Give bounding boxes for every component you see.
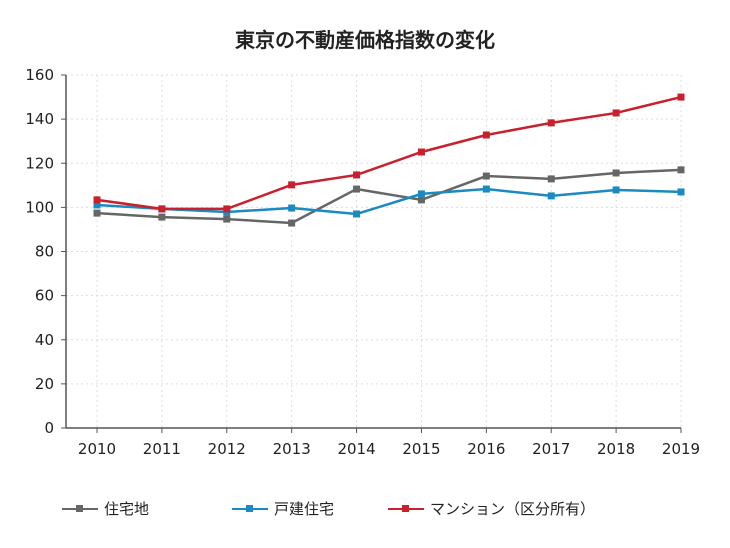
data-point: [547, 175, 555, 183]
x-tick-label: 2011: [143, 440, 181, 458]
data-point: [417, 148, 425, 156]
legend-swatch: [232, 504, 268, 512]
y-tick-label: 0: [44, 419, 54, 437]
legend-label: 住宅地: [104, 500, 150, 518]
legend-swatch: [388, 504, 424, 512]
data-point: [547, 119, 555, 127]
y-tick-label: 40: [35, 331, 54, 349]
x-tick-label: 2012: [208, 440, 246, 458]
x-tick-label: 2010: [78, 440, 116, 458]
series-line-2: [96, 95, 682, 211]
data-point: [288, 181, 296, 189]
y-tick-label: 20: [35, 375, 54, 393]
x-tick-label: 2019: [662, 440, 700, 458]
legend-item-residential-land: 住宅地: [62, 498, 149, 519]
legend-swatch: [62, 504, 98, 512]
data-point: [612, 169, 620, 177]
data-point: [353, 171, 361, 179]
data-point: [482, 131, 490, 139]
data-point: [93, 209, 101, 217]
data-point: [677, 93, 685, 101]
data-point: [223, 205, 231, 213]
legend-item-detached-house: 戸建住宅: [232, 498, 334, 519]
y-tick-label: 120: [25, 154, 54, 172]
series-line-0: [96, 168, 682, 225]
data-point: [93, 201, 101, 209]
data-point: [158, 205, 166, 213]
x-tick-label: 2018: [597, 440, 635, 458]
series-line-1: [96, 187, 682, 216]
data-point: [288, 204, 296, 212]
y-tick-label: 100: [25, 198, 54, 216]
chart-title: 東京の不動産価格指数の変化: [235, 28, 495, 52]
data-point: [612, 109, 620, 117]
legend-label: 戸建住宅: [274, 500, 335, 518]
data-point: [417, 196, 425, 204]
legend-label: マンション（区分所有）: [430, 500, 596, 518]
data-point: [353, 185, 361, 193]
y-tick-label: 60: [35, 287, 54, 305]
data-point: [482, 185, 490, 193]
y-tick-label: 160: [25, 66, 54, 84]
data-point: [677, 166, 685, 174]
y-tick-label: 80: [35, 243, 54, 261]
data-point: [223, 215, 231, 223]
data-point: [677, 188, 685, 196]
data-point: [482, 172, 490, 180]
data-point: [93, 196, 101, 204]
legend-item-condominium: マンション（区分所有）: [388, 498, 595, 519]
x-tick-label: 2015: [402, 440, 440, 458]
y-tick-label: 140: [25, 110, 54, 128]
x-tick-label: 2016: [467, 440, 505, 458]
x-tick-label: 2013: [273, 440, 311, 458]
data-point: [547, 192, 555, 200]
x-tick-label: 2017: [532, 440, 570, 458]
data-point: [417, 190, 425, 198]
data-point: [288, 219, 296, 227]
x-tick-label: 2014: [337, 440, 375, 458]
data-point: [158, 213, 166, 221]
data-point: [353, 210, 361, 218]
data-point: [612, 186, 620, 194]
